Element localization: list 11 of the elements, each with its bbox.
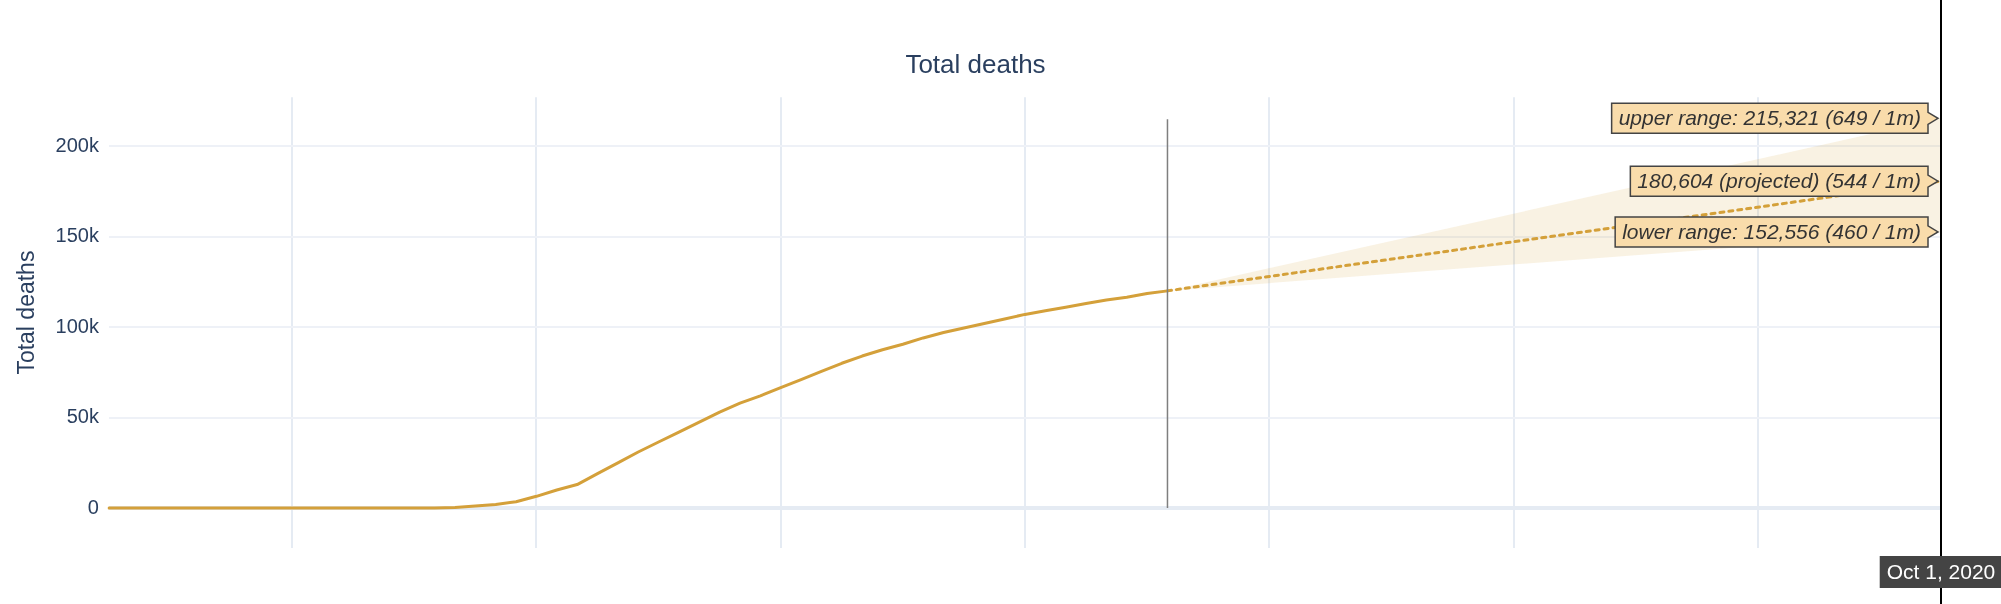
y-tick-label: 50k [66, 405, 100, 428]
y-tick-label: 0 [87, 495, 99, 518]
y-tick-label: 100k [55, 314, 100, 337]
y-axis-title: Total deaths [13, 250, 40, 375]
annotation: upper range: 215,321 (649 / 1m) [1618, 106, 1922, 130]
annotation: lower range: 152,556 (460 / 1m) [1622, 219, 1921, 243]
chart-title: Total deaths [905, 48, 1046, 79]
annotation: 180,604 (projected) (544 / 1m) [1637, 169, 1921, 193]
y-tick-label: 200k [55, 133, 100, 156]
y-tick-label: 150k [55, 224, 100, 247]
text: Oct 1, 2020 [1886, 559, 1996, 583]
